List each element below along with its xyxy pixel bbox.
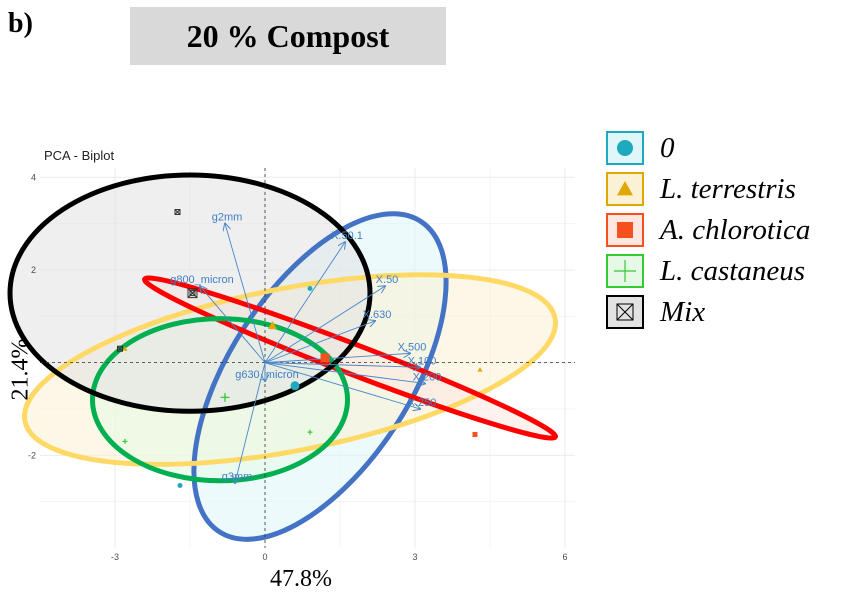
point-a-chlorotica xyxy=(472,431,478,437)
y-axis-label: 21.4% xyxy=(7,338,34,401)
legend-item-a-chlorotica: A. chlorotica xyxy=(606,210,810,250)
legend-glyph xyxy=(616,303,634,321)
loading-arrow-x-630 xyxy=(264,321,375,364)
ellipse-outline-mix xyxy=(7,172,373,414)
legend-key-mix xyxy=(606,295,644,329)
centroid-0 xyxy=(290,381,300,391)
loading-label: g800_micron xyxy=(170,274,234,286)
legend-key-l-terrestris xyxy=(606,172,644,206)
data-points xyxy=(117,209,483,488)
y-tick-label: 2 xyxy=(31,265,36,275)
loading-label: g3mm xyxy=(222,471,253,483)
point-mix xyxy=(117,345,123,352)
loading-arrow-x-50 xyxy=(264,286,385,364)
chart-title: 20 % Compost xyxy=(186,17,390,54)
point-l-terrestris xyxy=(122,346,128,351)
legend-item-mix: Mix xyxy=(606,292,810,332)
legend-item-0: 0 xyxy=(606,128,810,168)
loading-arrow-x-500 xyxy=(264,353,410,364)
loading-arrow-x-200 xyxy=(264,362,425,384)
loading-arrow-x-100 xyxy=(264,362,420,368)
square-icon xyxy=(617,222,633,238)
point-l-terrestris xyxy=(477,367,483,372)
legend-key-l-castaneus xyxy=(606,254,644,288)
point-0 xyxy=(307,285,313,291)
point-mix xyxy=(174,209,181,216)
loading-label: X.500 xyxy=(398,341,427,353)
legend-glyph xyxy=(614,260,636,282)
legend-item-l-castaneus: L. castaneus xyxy=(606,251,810,291)
boxed-x-icon xyxy=(616,303,634,321)
y-tick-label: -2 xyxy=(28,450,36,460)
loading-label: X.100 xyxy=(408,355,437,367)
loading-arrow-g3mm xyxy=(235,362,266,483)
legend-label: L. castaneus xyxy=(660,254,805,287)
legend-glyph xyxy=(617,181,633,196)
loading-arrow-g2mm xyxy=(225,224,266,363)
x-axis-label: 47.8% xyxy=(270,566,332,592)
loading-arrows: g2mm g800_micron X.50.1 X.50 X.630 X.500 X.100… xyxy=(170,212,441,484)
circle-icon xyxy=(617,140,633,156)
centroid-mix xyxy=(187,288,198,299)
legend: 0 L. terrestris A. chlorotica L. castaneus M… xyxy=(606,128,810,333)
loading-label: X.200 xyxy=(413,371,442,383)
legend-label: 0 xyxy=(660,131,675,164)
tick-labels: -3 0 3 6 -2 2 4 xyxy=(28,172,568,562)
legend-label: A. chlorotica xyxy=(660,213,811,246)
loading-label: X.50.1 xyxy=(331,230,363,242)
y-tick-label: 4 xyxy=(31,172,36,182)
chart-title-box: 20 % Compost xyxy=(130,7,446,65)
x-tick-label: 6 xyxy=(562,552,567,562)
ellipse-outline-l-terrestris xyxy=(22,272,558,467)
x-tick-label: -3 xyxy=(111,552,119,562)
legend-item-l-terrestris: L. terrestris xyxy=(606,169,810,209)
loading-arrow-x-50-1 xyxy=(264,242,345,363)
x-tick-label: 3 xyxy=(412,552,417,562)
legend-label: Mix xyxy=(660,295,706,328)
centroid-a-chlorotica xyxy=(320,353,330,363)
x-tick-label: 0 xyxy=(262,552,267,562)
zero-lines xyxy=(40,168,575,548)
triangle-icon xyxy=(617,181,633,196)
loading-label: X.630 xyxy=(363,309,392,321)
loading-label: X.250 xyxy=(408,397,437,409)
legend-key-a-chlorotica xyxy=(606,213,644,247)
panel-label: b) xyxy=(8,8,33,39)
loading-label: X.50 xyxy=(376,274,399,286)
loading-arrow-g800-micron xyxy=(200,286,266,363)
point-l-castaneus xyxy=(307,429,313,435)
plot-subtitle: PCA - Biplot xyxy=(44,148,115,163)
legend-key-0 xyxy=(606,131,644,165)
loading-label: g630_micron xyxy=(235,369,299,381)
centroid-l-castaneus xyxy=(220,392,230,402)
point-l-castaneus xyxy=(122,438,128,444)
point-0 xyxy=(177,482,183,488)
centroid-l-terrestris xyxy=(268,321,277,330)
loading-label: g2mm xyxy=(212,212,243,224)
ellipse-outline-l-castaneus xyxy=(90,316,350,484)
loading-arrow-x-250 xyxy=(264,362,420,409)
legend-label: L. terrestris xyxy=(660,172,796,205)
legend-glyph xyxy=(617,140,633,156)
plus-icon xyxy=(614,260,636,282)
legend-glyph xyxy=(617,222,633,238)
